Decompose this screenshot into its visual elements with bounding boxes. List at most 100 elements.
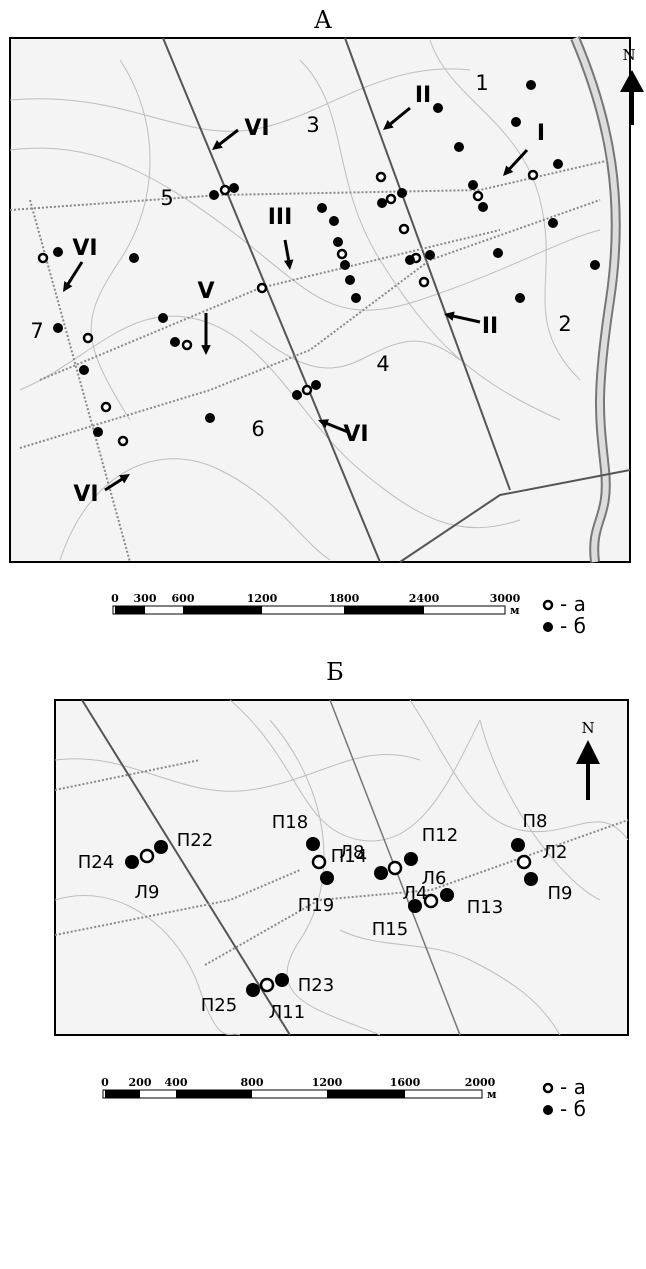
map-a-roads (9, 37, 631, 563)
sample-point (329, 216, 339, 226)
map-a-points (37, 80, 600, 447)
sample-point (433, 103, 443, 113)
map-b-points (125, 837, 538, 997)
point-label: Л6 (422, 868, 447, 889)
zone-label: 7 (30, 319, 43, 343)
sample-point (125, 855, 139, 869)
route-arrow (283, 239, 291, 262)
legend-label: - а (560, 1075, 586, 1099)
point-label: Л8 (340, 842, 365, 863)
panel-b-title: Б (326, 658, 344, 686)
sample-point (275, 973, 289, 987)
observation-point (259, 977, 275, 993)
zone-label: 4 (376, 352, 389, 376)
observation-point (418, 276, 430, 288)
scale-label: 1200 (312, 1076, 343, 1089)
scale-label: 2000 (465, 1076, 496, 1089)
sample-point (292, 390, 302, 400)
point-label: П18 (272, 812, 308, 833)
zone-label: 5 (160, 186, 173, 210)
sample-point (454, 142, 464, 152)
route-label: V (197, 279, 214, 304)
observation-point (82, 332, 94, 344)
scale-label: 1800 (329, 592, 360, 605)
scale-label: 300 (134, 592, 157, 605)
sample-point (405, 255, 415, 265)
route-arrow (104, 477, 124, 492)
route-label: VI (73, 482, 98, 507)
observation-point (219, 184, 231, 196)
sample-point (511, 117, 521, 127)
scale-unit: м (510, 604, 520, 617)
route-label: II (415, 83, 431, 108)
sample-point (524, 872, 538, 886)
point-label: П22 (177, 830, 213, 851)
map-a-frame (9, 37, 631, 563)
point-label: П12 (422, 825, 458, 846)
map-b-contours (54, 699, 629, 1036)
route-arrow (218, 128, 239, 146)
route-arrowhead (283, 259, 294, 270)
point-label: П23 (298, 975, 334, 996)
point-label: Л9 (135, 882, 160, 903)
observation-point (336, 248, 348, 260)
sample-point (93, 427, 103, 437)
north-arrow-b (576, 740, 600, 800)
legend-label: - б (560, 1097, 586, 1121)
scale-bar-frame (112, 605, 506, 615)
sample-point (408, 899, 422, 913)
observation-point (385, 193, 397, 205)
sample-point (209, 190, 219, 200)
sample-point (374, 866, 388, 880)
point-label: П24 (78, 852, 114, 873)
sample-point (246, 983, 260, 997)
sample-point (404, 852, 418, 866)
sample-point (311, 380, 321, 390)
route-arrowhead (119, 474, 130, 484)
observation-point (375, 171, 387, 183)
route-arrow (452, 314, 481, 324)
observation-point (398, 223, 410, 235)
observation-point (387, 860, 403, 876)
scale-label: 0 (101, 1076, 109, 1089)
sample-point (79, 365, 89, 375)
sample-point (478, 202, 488, 212)
legend-b: - а - б (542, 1075, 586, 1121)
north-label-b: N (581, 719, 594, 737)
observation-point (100, 401, 112, 413)
scale-bar-segment (176, 1090, 252, 1098)
sample-point (229, 183, 239, 193)
route-label: VI (244, 116, 269, 141)
observation-point (117, 435, 129, 447)
point-label: П14 (331, 846, 367, 867)
point-label: Л2 (543, 842, 568, 863)
observation-point (301, 384, 313, 396)
sample-point (468, 180, 478, 190)
route-arrowhead (318, 419, 329, 429)
panel-a-title: А (314, 6, 332, 34)
point-label: П19 (298, 895, 334, 916)
map-a-route-arrows (63, 106, 529, 492)
scale-label: 800 (241, 1076, 264, 1089)
route-arrow (507, 148, 529, 171)
sample-point (526, 80, 536, 90)
sample-point (154, 840, 168, 854)
sample-point (425, 250, 435, 260)
observation-point (139, 848, 155, 864)
scale-label: 600 (172, 592, 195, 605)
point-label: П25 (201, 995, 237, 1016)
sample-point (158, 313, 168, 323)
sample-point (53, 247, 63, 257)
sample-point (377, 198, 387, 208)
observation-point (472, 190, 484, 202)
observation-point (516, 854, 532, 870)
sample-point (515, 293, 525, 303)
observation-point (37, 252, 49, 264)
zone-label: 2 (558, 312, 571, 336)
observation-point (256, 282, 268, 294)
point-label: Л4 (403, 883, 428, 904)
route-arrowhead (383, 120, 394, 130)
